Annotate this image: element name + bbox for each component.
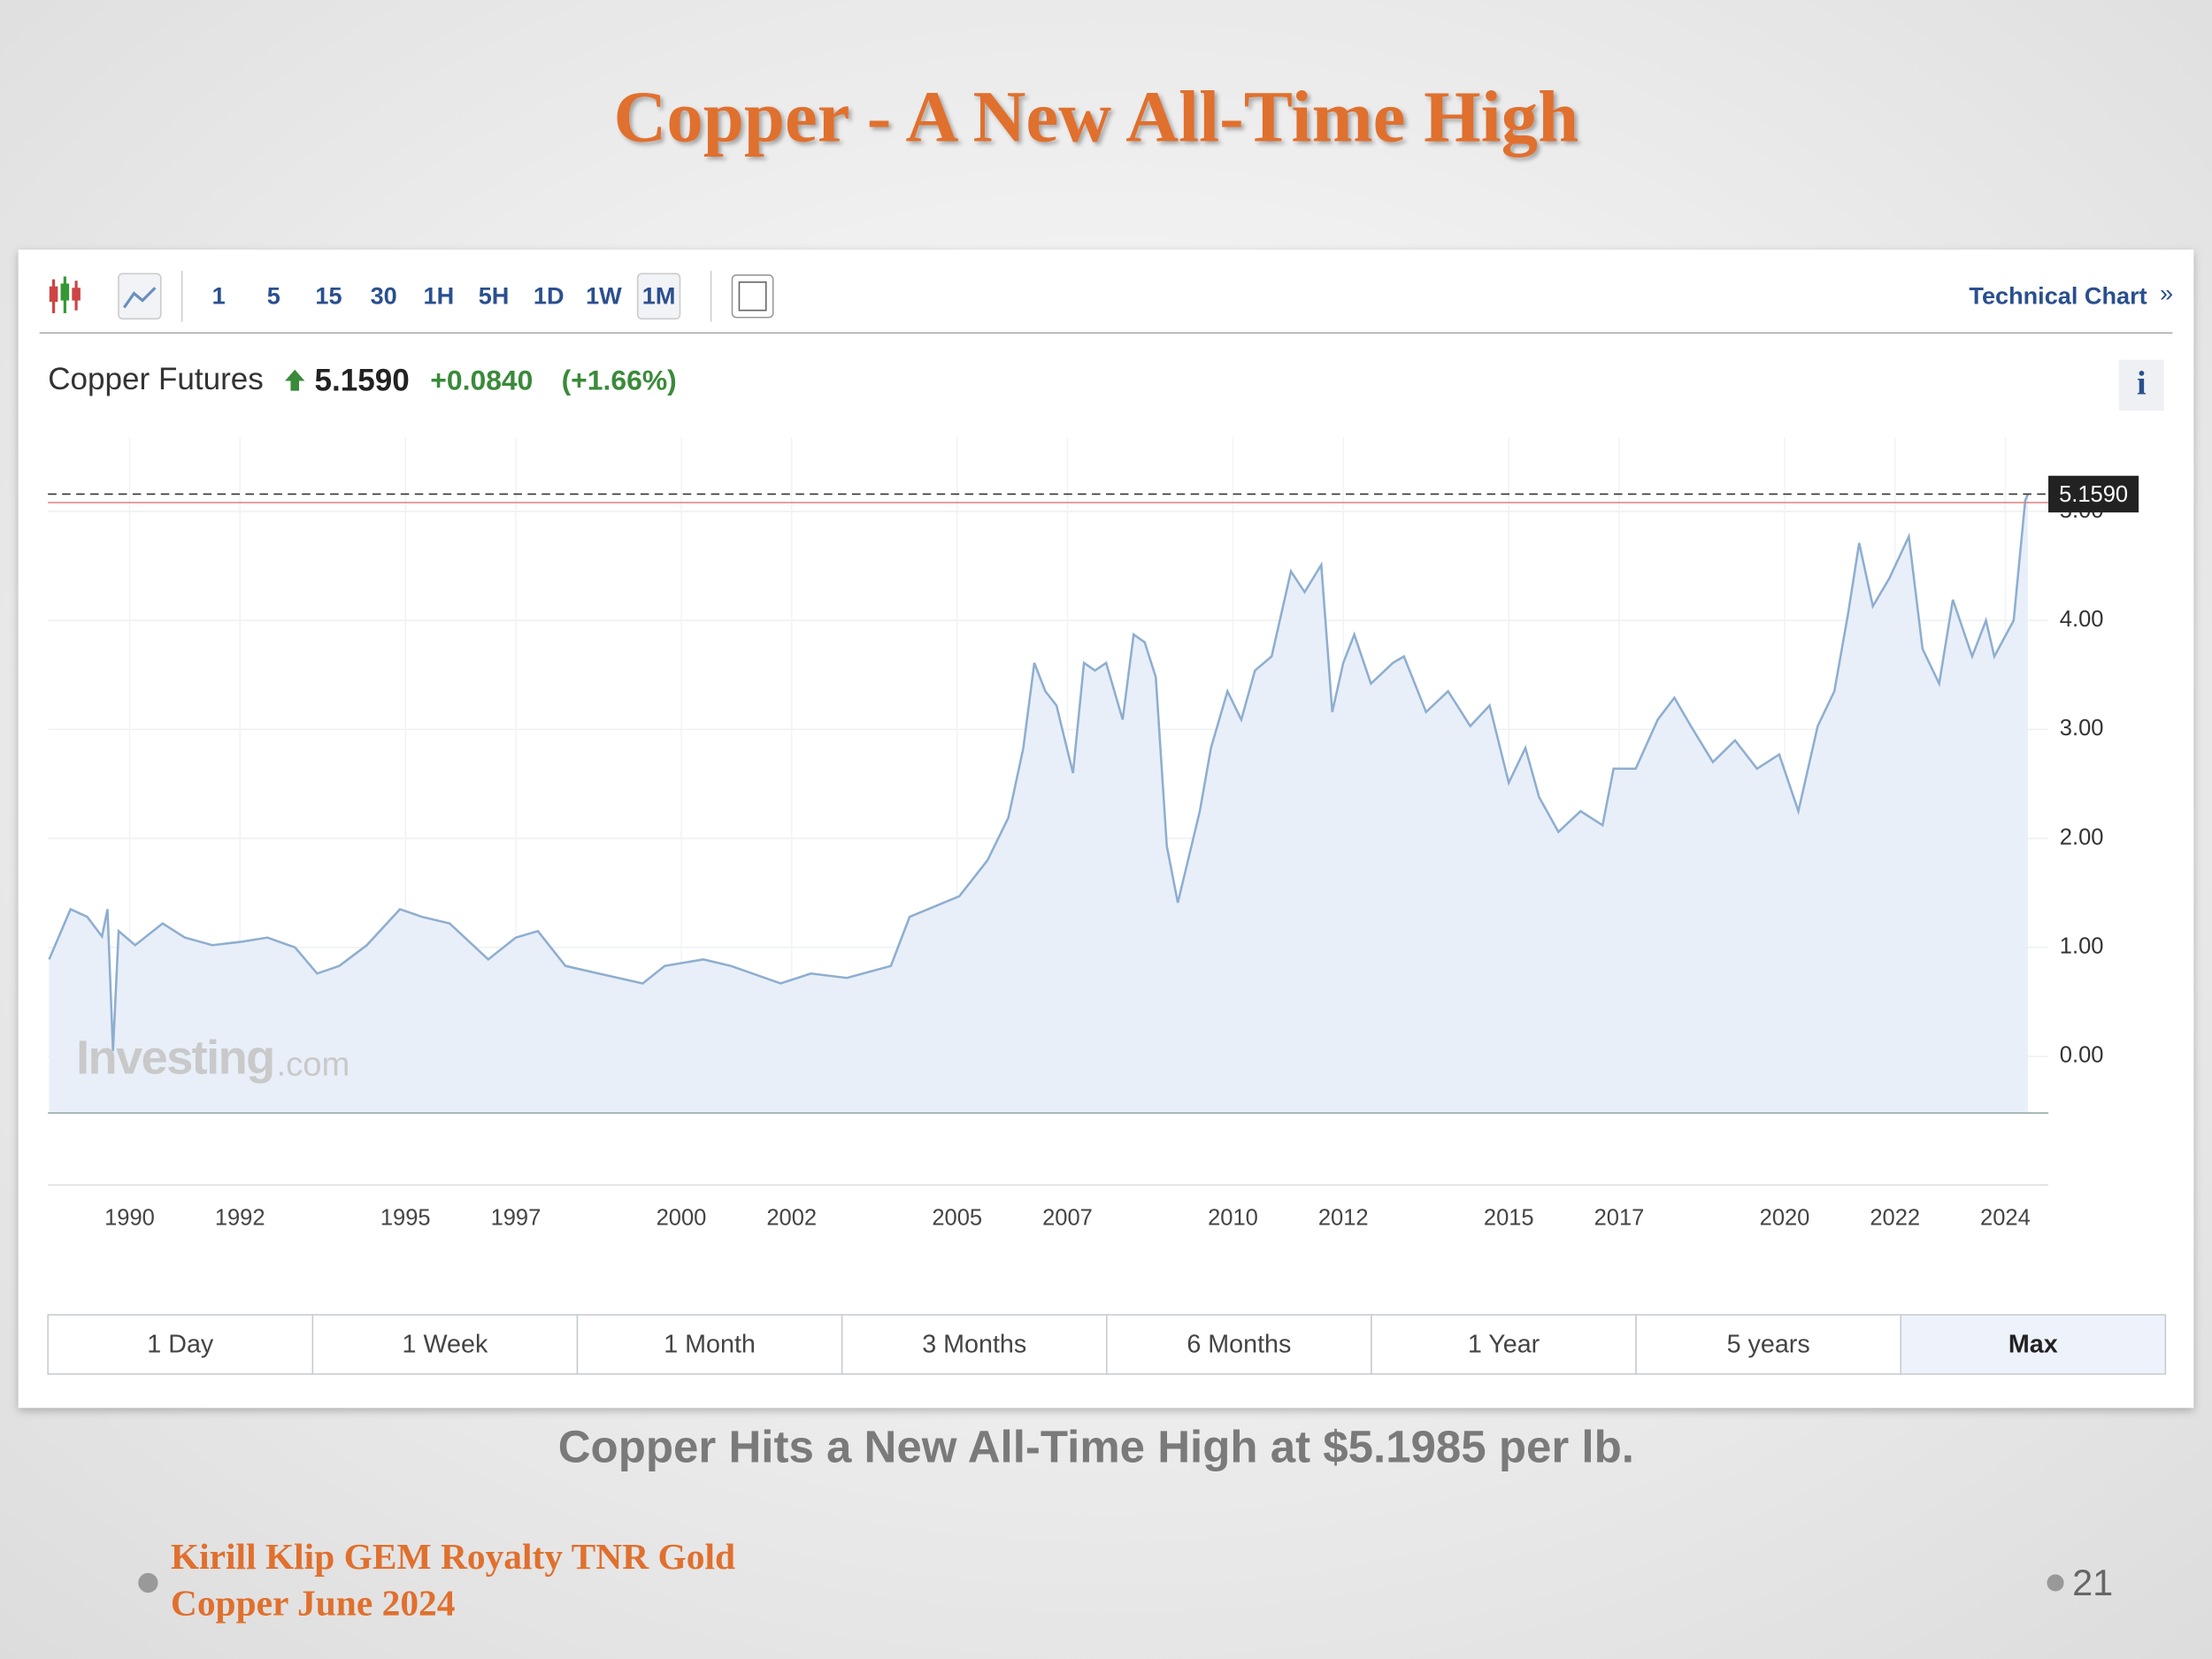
x-tick-label: 1995 xyxy=(380,1205,431,1230)
info-icon: i xyxy=(2137,365,2147,403)
range-label: 1 Year xyxy=(1468,1331,1540,1359)
range-label: 1 Day xyxy=(147,1331,214,1359)
range-label: 1 Month xyxy=(664,1331,756,1359)
caption: Copper Hits a New All-Time High at $5.19… xyxy=(558,1422,1634,1472)
technical-chart-link[interactable]: Technical Chart xyxy=(1969,282,2147,310)
x-tick-label: 2000 xyxy=(657,1205,707,1230)
up-arrow xyxy=(285,369,305,391)
range-label: 3 Months xyxy=(922,1331,1026,1359)
quote-name: Copper Futures xyxy=(48,362,264,396)
interval-button[interactable]: 1M xyxy=(642,282,676,310)
range-button[interactable] xyxy=(1900,1314,2167,1375)
y-tick-label: 4.00 xyxy=(2060,607,2104,632)
price-line xyxy=(48,494,2030,1051)
x-tick-label: 1990 xyxy=(104,1205,155,1230)
price-box-label: 5.1590 xyxy=(2059,482,2128,507)
x-tick-label: 2012 xyxy=(1318,1205,1369,1230)
x-tick-label: 1997 xyxy=(491,1205,541,1230)
bullet xyxy=(138,1572,158,1594)
interval-button[interactable]: 5H xyxy=(479,282,510,310)
x-tick-label: 2005 xyxy=(932,1205,982,1230)
chevron: » xyxy=(2160,279,2173,306)
watermark: Investing xyxy=(76,1031,274,1084)
x-tick-label: 2024 xyxy=(1980,1205,2031,1230)
x-tick-label: 2007 xyxy=(1042,1205,1093,1230)
slide-title: Copper - A New All-Time High xyxy=(613,75,1578,157)
candle-icon xyxy=(49,276,81,313)
table-icon[interactable] xyxy=(731,274,774,319)
x-tick-label: 2015 xyxy=(1484,1205,1534,1230)
interval-button[interactable]: 1W xyxy=(586,282,622,310)
footer-line: Kirill Klip GEM Royalty TNR Gold xyxy=(171,1536,735,1577)
interval-button[interactable]: 1H xyxy=(424,282,455,310)
interval-button[interactable]: 5 xyxy=(267,282,280,310)
interval-button[interactable]: 30 xyxy=(371,282,397,310)
x-tick-label: 1992 xyxy=(215,1205,265,1230)
quote-change-percent: (+1.66%) xyxy=(562,365,677,396)
line-icon-glyph xyxy=(122,287,157,309)
range-button[interactable] xyxy=(1635,1314,1902,1375)
area xyxy=(49,494,2028,1113)
y-tick-label: 3.00 xyxy=(2060,716,2104,741)
price-box xyxy=(2048,475,2139,513)
watermark-suffix: .com xyxy=(277,1045,350,1083)
interval-button[interactable]: 1 xyxy=(212,282,226,310)
quote-price: 5.1590 xyxy=(315,363,410,397)
line-icon[interactable] xyxy=(118,273,162,320)
footer-line: Copper June 2024 xyxy=(171,1583,456,1624)
x-tick-label: 2020 xyxy=(1760,1205,1810,1230)
y-tick-label: 1.00 xyxy=(2060,933,2104,958)
table-icon-glyph xyxy=(738,281,767,311)
x-tick-label: 2017 xyxy=(1594,1205,1645,1230)
page-number: 21 xyxy=(2072,1562,2113,1603)
range-label: Max xyxy=(2008,1331,2058,1359)
y-tick-label: 0.00 xyxy=(2060,1043,2104,1068)
x-tick-label: 2010 xyxy=(1208,1205,1258,1230)
x-tick-label: 2002 xyxy=(766,1205,817,1230)
bullet xyxy=(2047,1574,2064,1592)
interval-button[interactable]: 15 xyxy=(315,282,342,310)
quote-change: +0.0840 xyxy=(430,365,533,396)
interval-selected xyxy=(636,273,681,320)
x-tick-label: 2022 xyxy=(1870,1205,1920,1230)
interval-button[interactable]: 1D xyxy=(534,282,565,310)
info-button[interactable] xyxy=(2118,359,2164,411)
range-button[interactable] xyxy=(47,1314,314,1375)
y-tick-label: 2.00 xyxy=(2060,825,2104,849)
range-label: 6 Months xyxy=(1187,1331,1291,1359)
range-button[interactable] xyxy=(311,1314,579,1375)
range-label: 5 years xyxy=(1727,1331,1810,1359)
range-label: 1 Week xyxy=(403,1331,488,1359)
range-button[interactable] xyxy=(1371,1314,1637,1375)
